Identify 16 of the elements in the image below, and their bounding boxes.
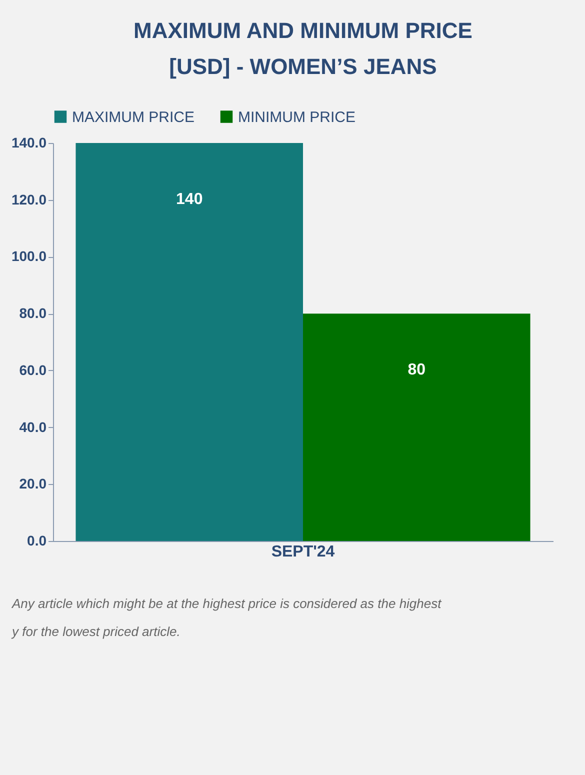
y-tick-label: 100.0 bbox=[11, 248, 47, 264]
data-label: 80 bbox=[408, 362, 426, 379]
legend-label: MAXIMUM PRICE bbox=[72, 108, 195, 126]
chart-title: MAXIMUM AND MINIMUM PRICE [USD] - WOMEN’S JEANS bbox=[134, 18, 472, 79]
text: y for the lowest priced article. bbox=[12, 623, 182, 641]
data-label: 140 bbox=[176, 191, 203, 208]
x-tick-label: SEPT'24 bbox=[271, 544, 335, 560]
y-tick-label: 60.0 bbox=[19, 362, 47, 378]
legend-label: MINIMUM PRICE bbox=[238, 108, 356, 126]
y-tick-label: 80.0 bbox=[19, 305, 47, 322]
y-tick-label: 40.0 bbox=[19, 418, 47, 435]
y-tick-label: 0.0 bbox=[27, 532, 47, 548]
y-tick-label: 20.0 bbox=[19, 476, 47, 492]
y-tick-label: 120.0 bbox=[11, 191, 47, 208]
text: Any article which might be at the highest price is considered as the highest bbox=[12, 595, 443, 613]
y-tick-label: 140.0 bbox=[11, 134, 47, 150]
